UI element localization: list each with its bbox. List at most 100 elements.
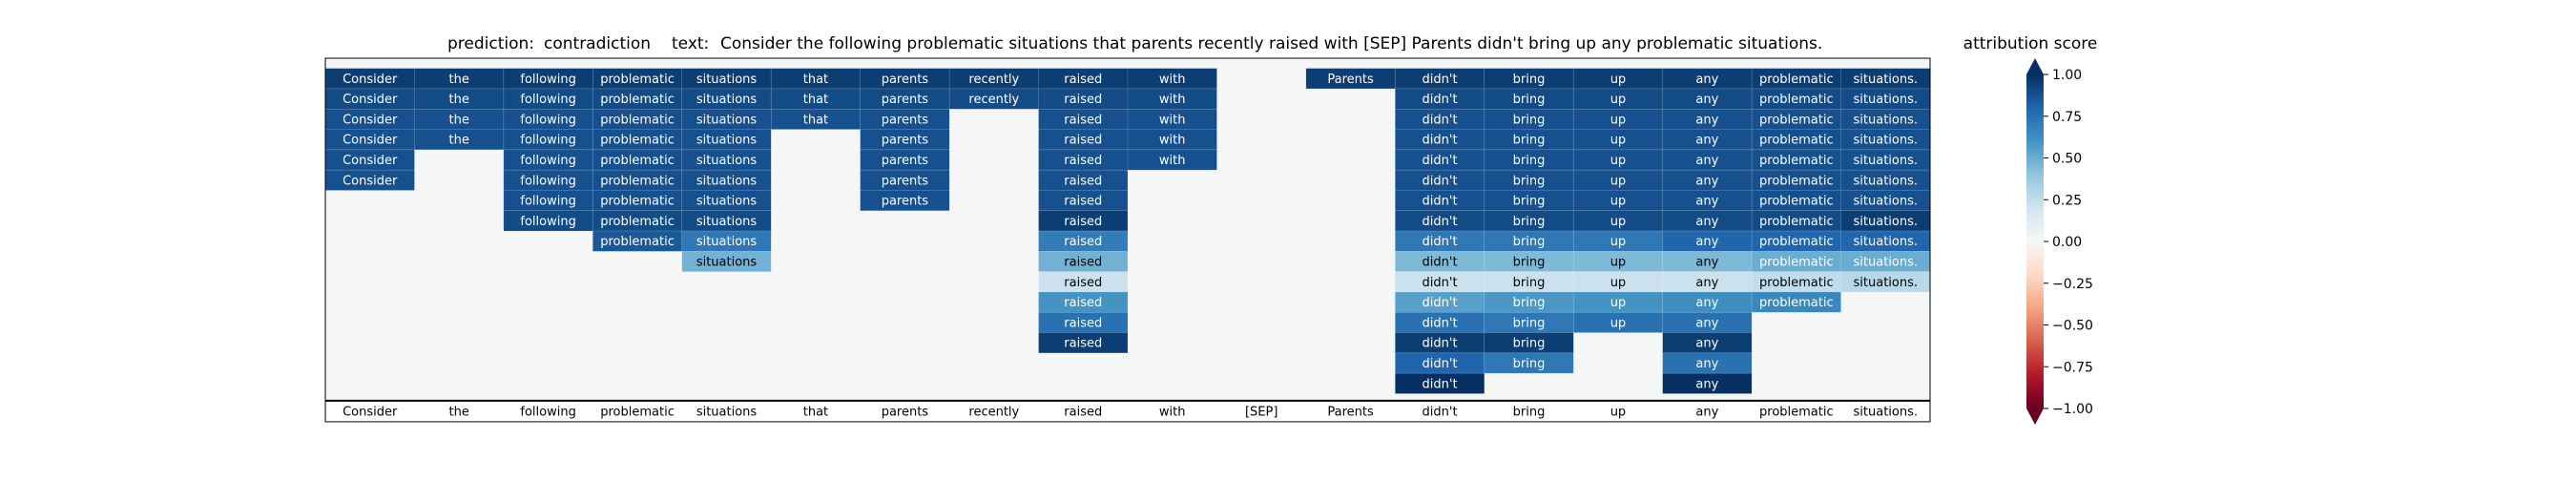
x-tick-label: up: [1610, 405, 1627, 419]
cell-label: raised: [1064, 337, 1102, 351]
x-tick-label: situations.: [1854, 405, 1919, 419]
x-tick-label: recently: [968, 405, 1019, 419]
cell-label: situations.: [1854, 154, 1919, 168]
x-tick-label: [SEP]: [1245, 405, 1278, 419]
x-tick-label: Consider: [343, 405, 398, 419]
cell-label: parents: [882, 73, 929, 87]
cell-label: bring: [1513, 134, 1546, 148]
cell-label: parents: [882, 154, 929, 168]
cell-label: Consider: [343, 154, 398, 168]
cell-label: bring: [1513, 93, 1546, 107]
cell-label: any: [1695, 296, 1718, 310]
colorbar-extend-bottom: [2026, 408, 2044, 425]
x-axis-frame: [324, 400, 1931, 423]
x-tick-label: raised: [1064, 405, 1102, 419]
colorbar-tick-label: 0.25: [2052, 193, 2082, 208]
cell-label: raised: [1064, 215, 1102, 229]
cell-label: bring: [1513, 276, 1546, 290]
heatmap-cells: Consider the following problematic situation…: [324, 57, 1931, 402]
cell-label: situations: [696, 134, 758, 148]
cell-label: didn't: [1423, 134, 1458, 148]
cell-label: up: [1610, 235, 1627, 249]
colorbar: 1.00 0.75 0.50 0.25 0.00 −0.25 −0.50 −0.75 −1.00: [2026, 58, 2093, 425]
cell-label: Consider: [343, 113, 398, 127]
cell-label: following: [520, 73, 575, 87]
cell-label: that: [803, 113, 828, 127]
cell-label: raised: [1064, 195, 1102, 209]
cell-label: up: [1610, 195, 1627, 209]
cell-label: up: [1610, 93, 1627, 107]
colorbar-tick-label: −1.00: [2052, 402, 2093, 417]
heatmap-cell: [1484, 332, 1574, 354]
cell-label: situations: [696, 113, 758, 127]
cell-label: didn't: [1423, 235, 1458, 249]
cell-label: situations: [696, 174, 758, 188]
cell-label: didn't: [1423, 337, 1458, 351]
cell-label: didn't: [1423, 73, 1458, 87]
cell-label: problematic: [1759, 215, 1834, 229]
cell-label: problematic: [600, 174, 675, 188]
cell-label: didn't: [1423, 113, 1458, 127]
cell-label: situations.: [1854, 113, 1919, 127]
cell-label: with: [1159, 73, 1186, 87]
cell-label: raised: [1064, 296, 1102, 310]
cell-label: didn't: [1423, 195, 1458, 209]
cell-label: any: [1695, 377, 1718, 391]
cell-label: didn't: [1423, 215, 1458, 229]
cell-label: up: [1610, 134, 1627, 148]
cell-label: that: [803, 73, 828, 87]
x-tick-label: situations: [696, 405, 758, 419]
cell-label: bring: [1513, 195, 1546, 209]
cell-label: parents: [882, 174, 929, 188]
heatmap-cell: [1395, 372, 1485, 394]
heatmap-cell: [860, 190, 950, 212]
x-tick-label: problematic: [1759, 405, 1834, 419]
title-prediction-value: contradiction: [544, 34, 651, 53]
cell-label: situations: [696, 195, 758, 209]
cell-label: parents: [882, 93, 929, 107]
cell-label: Consider: [343, 93, 398, 107]
x-tick-label: problematic: [600, 405, 675, 419]
colorbar-tick-label: −0.25: [2052, 277, 2093, 292]
heatmap-cell: [1038, 332, 1129, 354]
title-text-label: text:: [672, 34, 709, 53]
x-tick-label: following: [520, 405, 575, 419]
colorbar-tick-label: 0.50: [2052, 152, 2082, 167]
cell-label: didn't: [1423, 256, 1458, 270]
cell-label: raised: [1064, 276, 1102, 290]
heatmap-cell: [1662, 332, 1753, 354]
heatmap-cell: [1484, 352, 1574, 374]
cell-label: situations.: [1854, 256, 1919, 270]
cell-label: up: [1610, 113, 1627, 127]
cell-label: problematic: [600, 154, 675, 168]
cell-label: the: [448, 93, 468, 107]
cell-label: Consider: [343, 134, 398, 148]
cell-label: following: [520, 93, 575, 107]
cell-label: any: [1695, 215, 1718, 229]
cell-label: any: [1695, 134, 1718, 148]
cell-label: problematic: [1759, 296, 1834, 310]
cell-label: following: [520, 154, 575, 168]
cell-label: any: [1695, 276, 1718, 290]
cell-label: any: [1695, 195, 1718, 209]
colorbar-tick-label: −0.50: [2052, 319, 2093, 334]
x-axis: Consider the following problematic situation…: [324, 399, 1931, 423]
cell-label: with: [1159, 134, 1186, 148]
x-tick-label: didn't: [1423, 405, 1458, 419]
cell-label: with: [1159, 113, 1186, 127]
x-tick-label: Parents: [1327, 405, 1374, 419]
cell-label: any: [1695, 154, 1718, 168]
heatmap-cell: [1662, 372, 1753, 394]
cell-label: problematic: [1759, 154, 1834, 168]
cell-label: problematic: [1759, 134, 1834, 148]
cell-label: problematic: [600, 73, 675, 87]
cell-label: any: [1695, 113, 1718, 127]
cell-label: bring: [1513, 113, 1546, 127]
cell-label: bring: [1513, 73, 1546, 87]
cell-label: problematic: [1759, 235, 1834, 249]
cell-label: problematic: [600, 235, 675, 249]
cell-label: raised: [1064, 316, 1102, 330]
cell-label: parents: [882, 195, 929, 209]
cell-label: with: [1159, 154, 1186, 168]
